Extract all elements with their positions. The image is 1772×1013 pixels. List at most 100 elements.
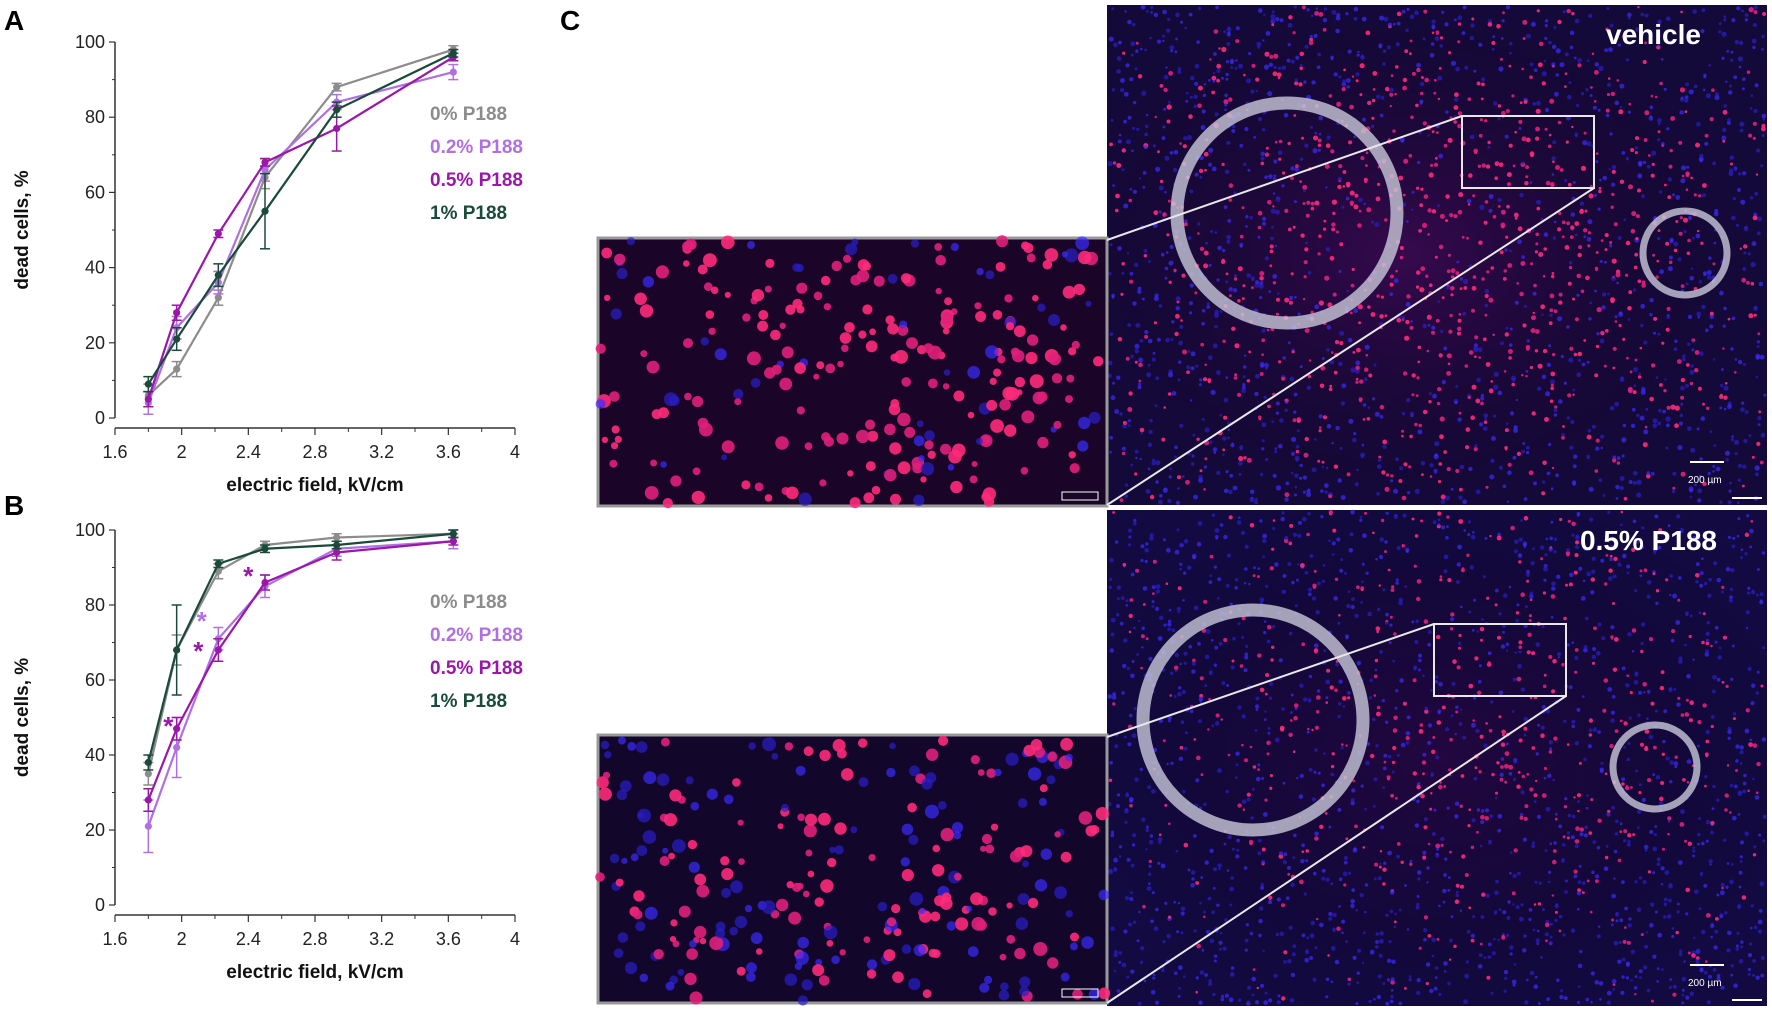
live-cell-dot: [1167, 623, 1171, 627]
live-cell-dot: [1259, 284, 1264, 289]
chart1-x-tick-label: 1.6: [102, 929, 127, 949]
dead-cell-dot: [1401, 430, 1404, 433]
live-cell-dot: [1223, 947, 1227, 951]
live-cell-dot: [1748, 968, 1751, 971]
live-cell-dot: [1109, 451, 1112, 454]
live-cell-dot: [1283, 782, 1286, 785]
dead-cell-dot: [1507, 182, 1511, 186]
live-cell-dot: [1272, 527, 1275, 530]
live-cell-dot: [1699, 584, 1703, 588]
live-cell-dot: [1151, 789, 1156, 794]
live-cell-dot: [1626, 58, 1629, 61]
live-cell-dot: [1295, 486, 1298, 489]
dead-cell-dot: [1690, 382, 1693, 385]
dead-cell-dot: [1493, 334, 1495, 336]
live-cell-dot: [1226, 584, 1230, 588]
live-cell-dot: [1406, 550, 1409, 553]
dead-cell-dot: [883, 949, 895, 961]
dead-cell-dot: [1267, 625, 1272, 630]
live-cell-dot: [1130, 970, 1134, 974]
live-cell-dot: [1070, 942, 1078, 950]
dead-cell-dot: [1518, 120, 1522, 124]
dead-cell-dot: [891, 904, 900, 913]
live-cell-dot: [1182, 790, 1185, 793]
chart0-series-line-3: [148, 53, 453, 384]
live-cell-dot: [1693, 937, 1695, 939]
dead-cell-dot: [1628, 290, 1632, 294]
dead-cell-dot: [1722, 681, 1725, 684]
dead-cell-dot: [1634, 253, 1638, 257]
live-cell-dot: [1306, 937, 1309, 940]
live-cell-dot: [1306, 492, 1311, 497]
live-cell-dot: [1394, 913, 1397, 916]
live-cell-dot: [1601, 636, 1605, 640]
live-cell-dot: [1517, 664, 1522, 669]
dead-cell-dot: [1281, 377, 1285, 381]
dead-cell-dot: [1364, 180, 1367, 183]
dead-cell-dot: [1535, 242, 1538, 245]
live-cell-dot: [1124, 736, 1127, 739]
live-cell-dot: [1492, 48, 1495, 51]
live-cell-dot: [835, 845, 844, 854]
live-cell-dot: [1250, 932, 1253, 935]
live-cell-dot: [1114, 867, 1117, 870]
live-cell-dot: [1385, 1002, 1389, 1006]
dead-cell-dot: [1753, 216, 1758, 221]
live-cell-dot: [1542, 705, 1546, 709]
live-cell-dot: [1376, 95, 1380, 99]
live-cell-dot: [1561, 859, 1565, 863]
live-cell-dot: [1247, 798, 1251, 802]
live-cell-dot: [1328, 912, 1332, 916]
live-cell-dot: [1185, 731, 1188, 734]
live-cell-dot: [1762, 839, 1765, 842]
live-cell-dot: [1723, 325, 1726, 328]
dead-cell-dot: [1568, 520, 1571, 523]
live-cell-dot: [1467, 199, 1472, 204]
dead-cell-dot: [1242, 284, 1245, 287]
dead-cell-dot: [1288, 733, 1292, 737]
dead-cell-dot: [1161, 438, 1165, 442]
live-cell-dot: [1213, 52, 1217, 56]
live-cell-dot: [1571, 928, 1575, 932]
live-cell-dot: [1740, 745, 1744, 749]
live-cell-dot: [1163, 940, 1166, 943]
dead-cell-dot: [1635, 359, 1638, 362]
dead-cell-dot: [1210, 555, 1214, 559]
live-cell-dot: [635, 921, 645, 931]
dead-cell-dot: [1609, 241, 1612, 244]
dead-cell-dot: [698, 418, 709, 429]
live-cell-dot: [751, 378, 761, 388]
dead-cell-dot: [1575, 826, 1580, 831]
live-cell-dot: [1509, 586, 1512, 589]
dead-cell-dot: [794, 362, 806, 374]
dead-cell-dot: [1758, 410, 1761, 413]
live-cell-dot: [1364, 378, 1368, 382]
dead-cell-dot: [1319, 300, 1324, 305]
dead-cell-dot: [1323, 28, 1327, 32]
dead-cell-dot: [1611, 206, 1614, 209]
dead-cell-dot: [1574, 870, 1578, 874]
live-cell-dot: [1177, 378, 1180, 381]
live-cell-dot: [1122, 664, 1126, 668]
dead-cell-dot: [1686, 363, 1690, 367]
live-cell-dot: [1190, 283, 1194, 287]
live-cell-dot: [1062, 251, 1068, 257]
live-cell-dot: [1705, 329, 1709, 333]
live-cell-dot: [1513, 456, 1517, 460]
live-cell-dot: [1628, 923, 1632, 927]
live-cell-dot: [1699, 159, 1703, 163]
dead-cell-dot: [1141, 634, 1145, 638]
live-cell-dot: [1593, 106, 1597, 110]
dead-cell-dot: [1006, 322, 1014, 330]
live-cell-dot: [1109, 558, 1114, 563]
live-cell-dot: [1684, 98, 1688, 102]
dead-cell-dot: [1238, 266, 1243, 271]
live-cell-dot: [1546, 538, 1549, 541]
dead-cell-dot: [1384, 550, 1387, 553]
dead-cell-dot: [645, 486, 659, 500]
live-cell-dot: [1460, 606, 1463, 609]
live-cell-dot: [1344, 572, 1347, 575]
dead-cell-dot: [1442, 296, 1445, 299]
live-cell-dot: [1281, 184, 1284, 187]
live-cell-dot: [1585, 88, 1588, 91]
